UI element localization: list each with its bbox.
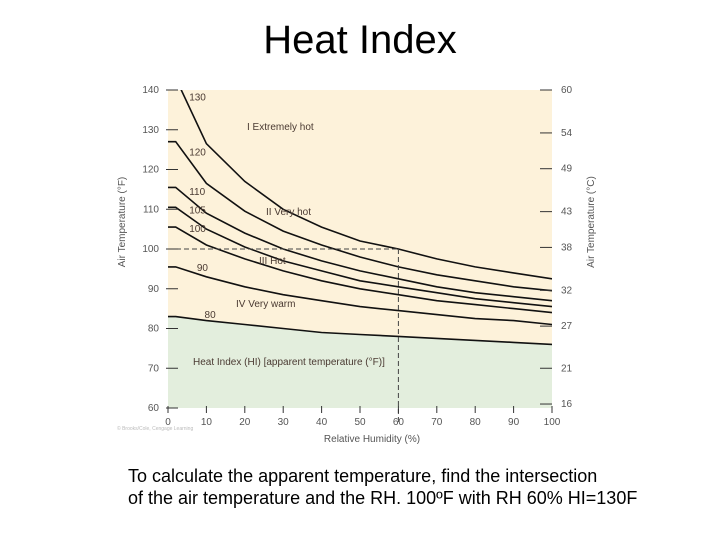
y-axis-right: 16 21 27 32 38 43 49 54 60 [540, 85, 573, 410]
heat-index-curves [168, 90, 552, 346]
band-label-hot: III Hot [259, 256, 286, 267]
hi-curve-100 [168, 226, 552, 314]
y-axis-left: 60 70 80 90 100 110 120 130 140 [142, 85, 178, 414]
band-label-very-warm: IV Very warm [236, 299, 295, 310]
y-axis-right-label: Air Temperature (°C) [586, 176, 597, 268]
curve-label-110: 110 [189, 187, 205, 198]
band-very-warm [168, 90, 552, 345]
hi-curve-80 [168, 315, 552, 346]
x-tick-label: 10 [201, 417, 213, 428]
y-right-tick-label: 54 [561, 128, 573, 139]
x-tick-label: 100 [544, 417, 561, 428]
band-label-very-hot: II Very hot [266, 207, 311, 218]
x-tick-label: 0 [165, 417, 171, 428]
y-left-tick-label: 120 [142, 165, 159, 176]
hi-curve-130 [180, 90, 552, 280]
x-axis: 0 10 20 30 40 50 60 70 80 90 100 [165, 406, 561, 428]
y-right-tick-label: 32 [561, 285, 573, 296]
curve-label-105: 105 [189, 205, 206, 216]
y-right-tick-label: 43 [561, 207, 573, 218]
curve-label-120: 120 [189, 147, 206, 158]
x-tick-label: 90 [508, 417, 520, 428]
x-tick-label: 30 [278, 417, 290, 428]
x-axis-label: Relative Humidity (%) [324, 434, 420, 445]
curve-label-90: 90 [197, 263, 209, 274]
caption-line-1: To calculate the apparent temperature, f… [128, 466, 598, 486]
x-tick-label: 70 [431, 417, 443, 428]
y-axis-left-label: Air Temperature (°F) [117, 177, 128, 268]
curve-labels: 130 120 110 105 100 90 80 [189, 93, 216, 321]
slide-title: Heat Index [263, 18, 457, 62]
y-right-tick-label: 21 [561, 363, 573, 374]
x-tick-label: 20 [239, 417, 251, 428]
reference-lines [168, 248, 399, 424]
y-left-tick-label: 60 [148, 403, 160, 414]
x-tick-label: 80 [470, 417, 482, 428]
curve-label-130: 130 [189, 93, 206, 104]
y-right-tick-label: 60 [561, 85, 573, 96]
y-right-tick-label: 38 [561, 242, 573, 253]
band-label-extremely-hot: I Extremely hot [247, 122, 314, 133]
heat-index-annotation: Heat Index (HI) [apparent temperature (°… [193, 357, 385, 368]
y-left-tick-label: 70 [148, 363, 160, 374]
y-right-tick-label: 27 [561, 321, 573, 332]
credit-text: © Brooks/Cole, Cengage Learning [117, 425, 193, 432]
caption-line-2: of the air temperature and the RH. 100ºF… [128, 488, 638, 508]
hi-curve-120 [168, 140, 552, 292]
y-left-tick-label: 130 [142, 125, 159, 136]
hi-curve-110 [168, 186, 552, 302]
y-left-tick-label: 100 [142, 244, 159, 255]
y-left-tick-label: 90 [148, 284, 160, 295]
y-right-tick-label: 49 [561, 164, 573, 175]
y-left-tick-label: 110 [143, 204, 159, 215]
hi-curve-105 [168, 206, 552, 308]
x-tick-label: 50 [354, 417, 366, 428]
y-left-tick-label: 80 [148, 324, 160, 335]
y-right-tick-label: 16 [561, 399, 573, 410]
hi-curve-90 [168, 266, 552, 326]
x-tick-label: 40 [316, 417, 328, 428]
y-left-tick-label: 140 [142, 85, 159, 96]
curve-label-100: 100 [189, 224, 206, 235]
x-tick-label: 60 [393, 417, 405, 428]
curve-label-80: 80 [205, 310, 217, 321]
